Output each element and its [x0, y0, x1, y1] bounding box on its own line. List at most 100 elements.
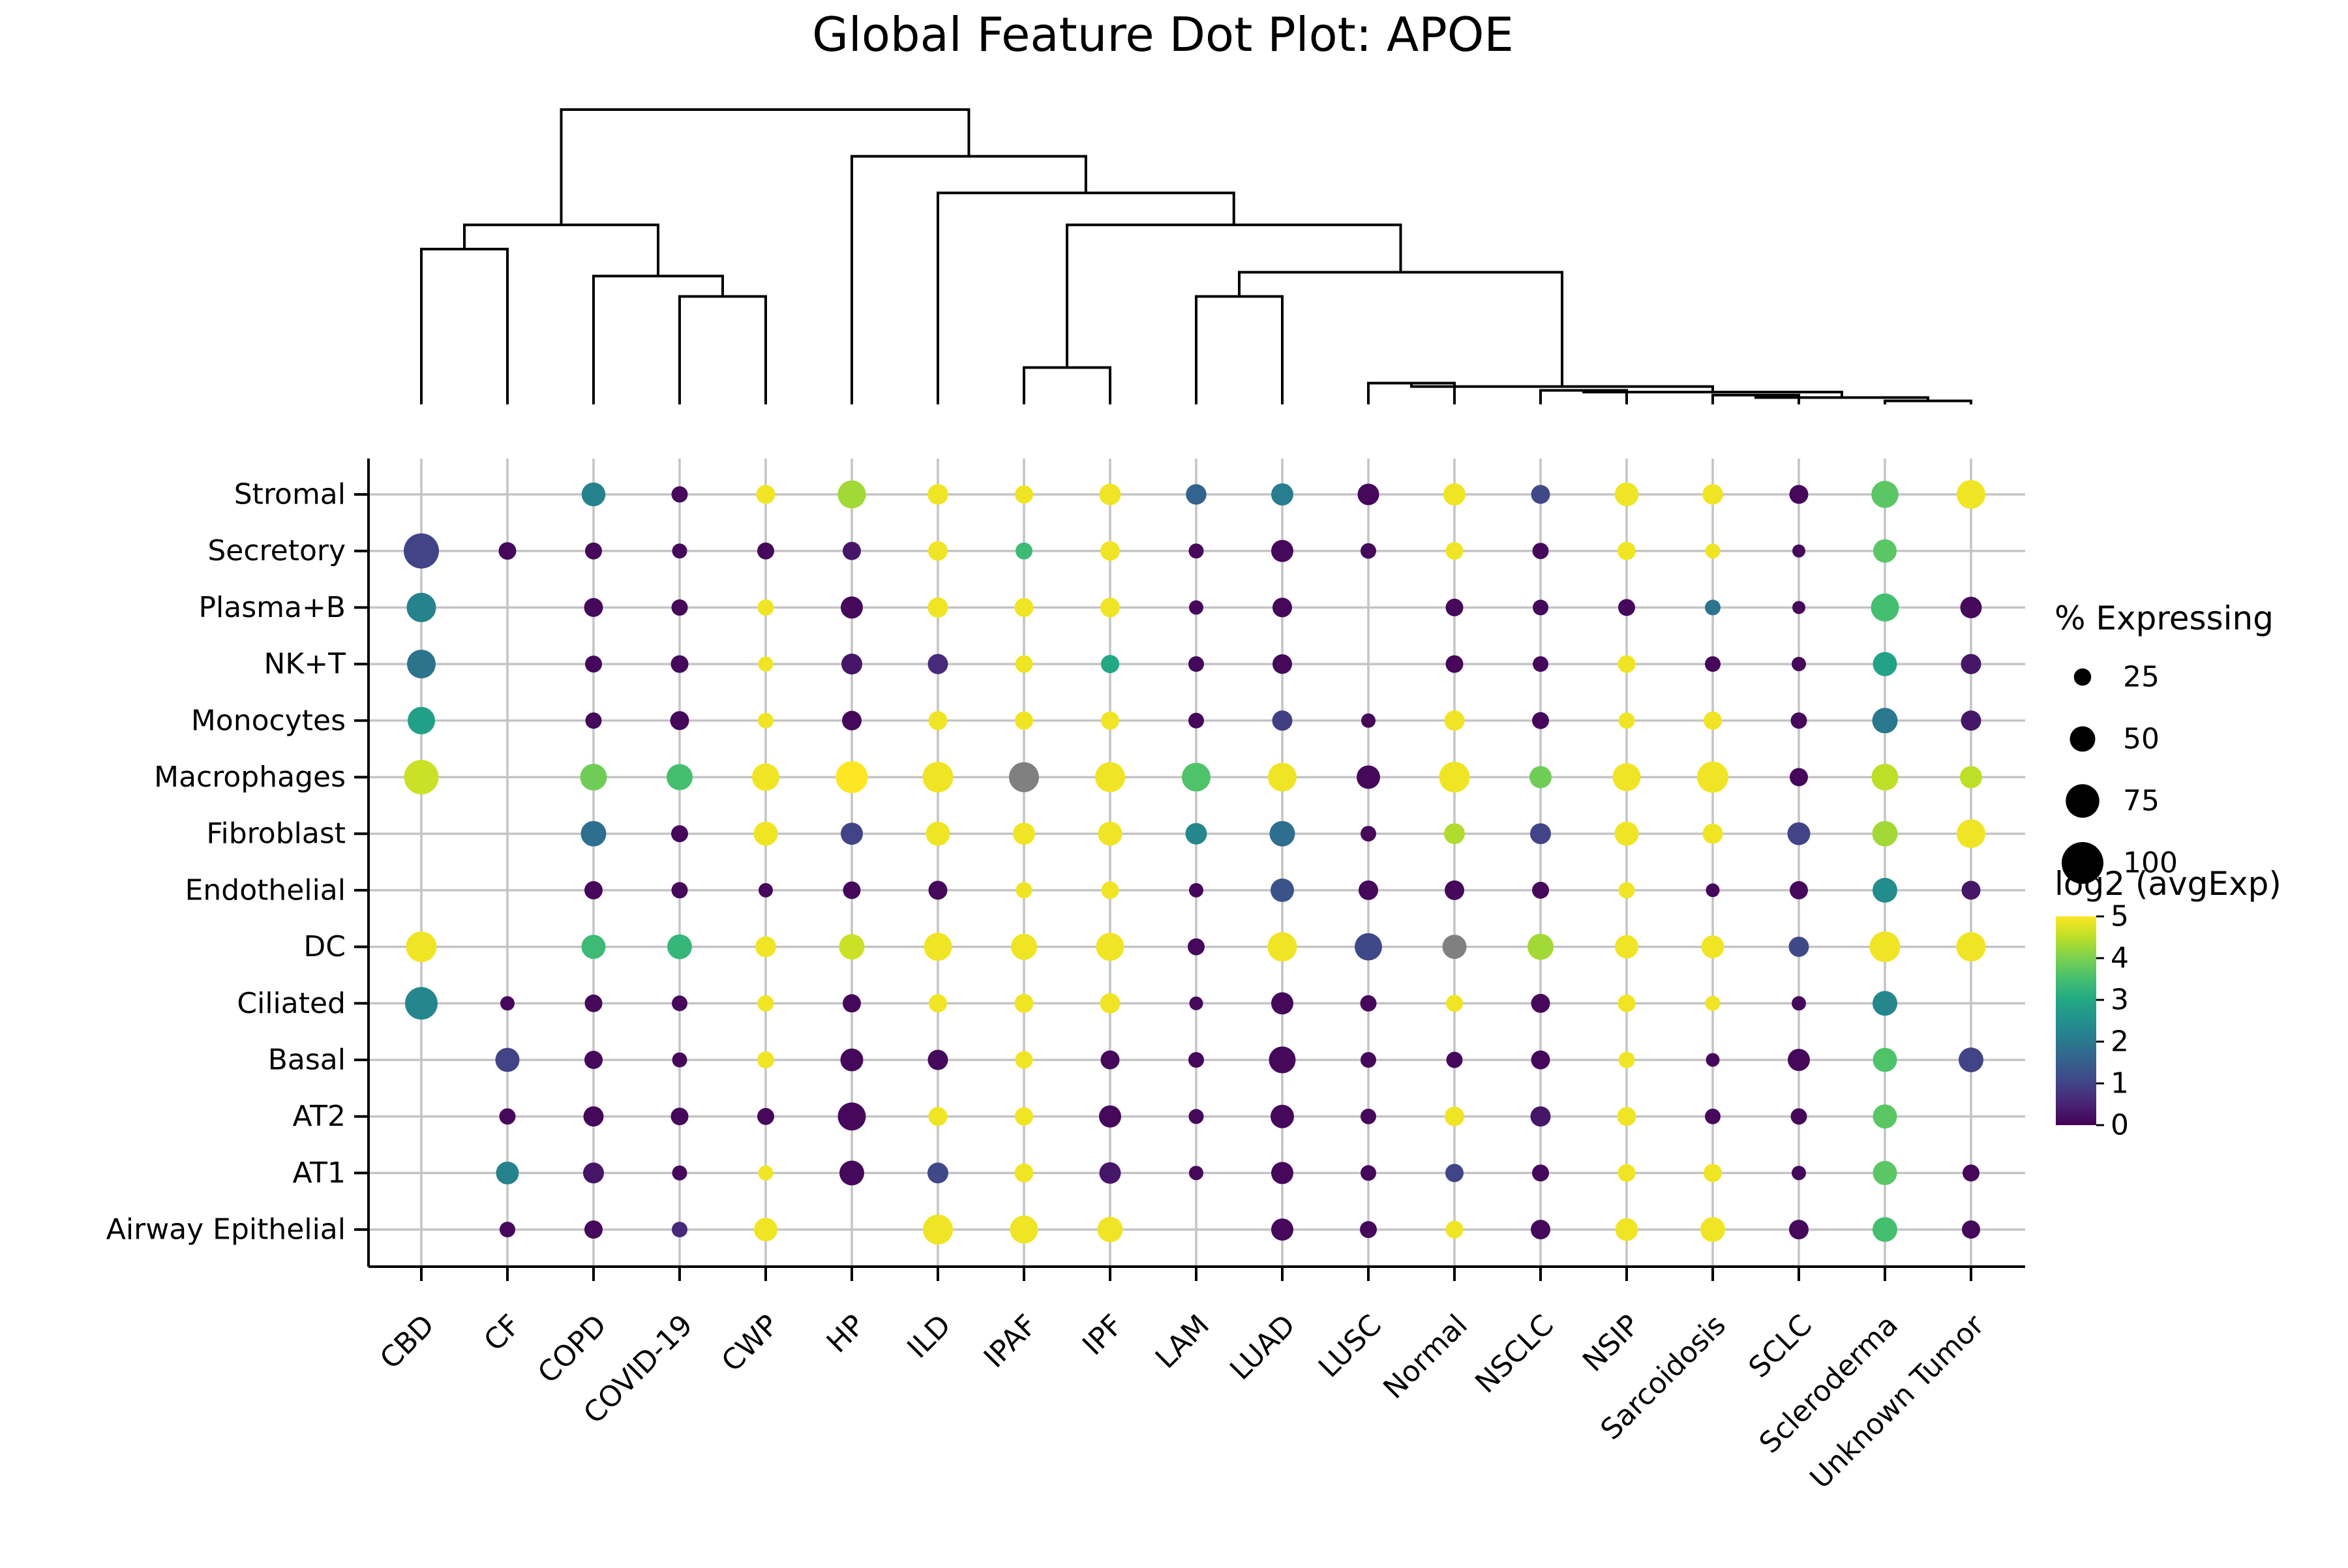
dendrogram-branch: [1238, 271, 1563, 387]
dot-point: [1697, 761, 1728, 793]
dot-point: [1531, 1050, 1550, 1070]
dendrogram-branch: [560, 108, 971, 225]
dot-point: [1445, 598, 1464, 616]
dot-point: [406, 931, 437, 963]
dot-point: [1016, 882, 1032, 899]
dot-point: [1268, 762, 1297, 792]
dot-point: [757, 995, 774, 1012]
x-tick-label: CBD: [374, 1308, 441, 1376]
size-legend-title: % Expressing: [2054, 599, 2274, 637]
dot-point: [670, 711, 689, 731]
dot-point: [671, 599, 688, 616]
dot-point: [755, 936, 776, 957]
dot-point: [1361, 1108, 1376, 1124]
dot-point: [1014, 1163, 1034, 1183]
dot-point: [1445, 1220, 1464, 1239]
dot-point: [756, 485, 775, 504]
dot-point: [1706, 1053, 1720, 1067]
dot-point: [1100, 597, 1120, 618]
dot-point: [1357, 483, 1379, 505]
dot-point: [841, 596, 863, 619]
dendrogram-branch: [592, 275, 724, 404]
dot-point: [1189, 996, 1203, 1010]
dot-point: [1359, 880, 1378, 900]
dot-point: [1531, 1220, 1550, 1240]
dot-point: [581, 482, 606, 507]
dot-point: [1097, 1216, 1123, 1243]
dot-point: [1099, 1162, 1121, 1184]
dot-point: [500, 1222, 515, 1238]
dot-point: [498, 542, 517, 560]
dot-point: [1873, 877, 1897, 903]
dot-point: [1357, 765, 1380, 789]
dot-point: [1789, 1220, 1809, 1240]
dot-point: [1533, 599, 1548, 616]
dot-point: [1790, 1108, 1807, 1125]
y-tick-label: Stromal: [234, 478, 346, 511]
dot-point: [1101, 881, 1119, 899]
x-tick-label: HP: [820, 1308, 871, 1359]
dot-point: [1871, 764, 1899, 791]
dot-point: [1361, 713, 1376, 728]
x-tick-label: LAM: [1149, 1308, 1216, 1375]
dot-point: [1618, 712, 1635, 729]
dot-point: [500, 996, 515, 1011]
dot-point: [924, 933, 952, 961]
dot-point: [841, 654, 862, 675]
size-legend-dot: [2070, 726, 2096, 752]
dot-point: [581, 935, 606, 959]
dot-point: [670, 655, 689, 673]
dot-point: [1790, 768, 1808, 787]
dot-point: [1445, 880, 1464, 900]
colorbar-tick-label: 3: [2111, 984, 2129, 1017]
dot-point: [841, 822, 863, 845]
dot-point: [1790, 881, 1808, 899]
dot-point: [1271, 878, 1294, 902]
dot-point: [1442, 935, 1467, 959]
dot-point: [1185, 822, 1207, 845]
dot-point: [753, 821, 778, 846]
dot-point: [1792, 544, 1805, 558]
dot-point: [1099, 483, 1121, 505]
dot-point: [1873, 991, 1897, 1016]
dot-point: [1618, 882, 1635, 899]
dot-point: [758, 1165, 774, 1181]
colorbar-tick-label: 4: [2111, 942, 2129, 975]
dot-point: [839, 1160, 864, 1186]
dot-point: [1957, 819, 1985, 849]
dot-point: [672, 995, 687, 1012]
dot-point: [840, 1048, 864, 1072]
dot-point: [928, 541, 948, 561]
dot-point: [1871, 593, 1899, 622]
dot-point: [1445, 1164, 1464, 1183]
dot-point: [1702, 484, 1723, 505]
dot-point: [672, 1222, 687, 1238]
dot-point: [1361, 543, 1376, 559]
y-tick-label: Endothelial: [185, 873, 346, 907]
dot-point: [1792, 601, 1805, 614]
dot-point: [1100, 993, 1121, 1014]
dot-point: [1272, 710, 1293, 731]
dot-point: [1873, 539, 1897, 563]
dot-point: [1618, 541, 1636, 560]
dot-point: [1010, 1215, 1038, 1244]
dot-point: [1792, 1166, 1806, 1181]
dot-point: [837, 480, 866, 509]
dot-point: [671, 486, 688, 503]
dot-point: [1532, 543, 1549, 560]
x-tick-label: LUSC: [1312, 1308, 1388, 1384]
dot-point: [922, 762, 954, 792]
dot-point: [1873, 1160, 1897, 1185]
dot-point: [843, 881, 861, 899]
dot-point: [1529, 766, 1552, 789]
dot-point: [1705, 656, 1721, 672]
dot-point: [1618, 1051, 1635, 1068]
dot-point: [928, 881, 948, 900]
dot-point: [1532, 881, 1549, 899]
dot-point: [408, 706, 435, 734]
dot-point: [1445, 1106, 1464, 1126]
dot-point: [1957, 480, 1985, 509]
dot-point: [759, 882, 773, 897]
dot-point: [1098, 821, 1122, 846]
